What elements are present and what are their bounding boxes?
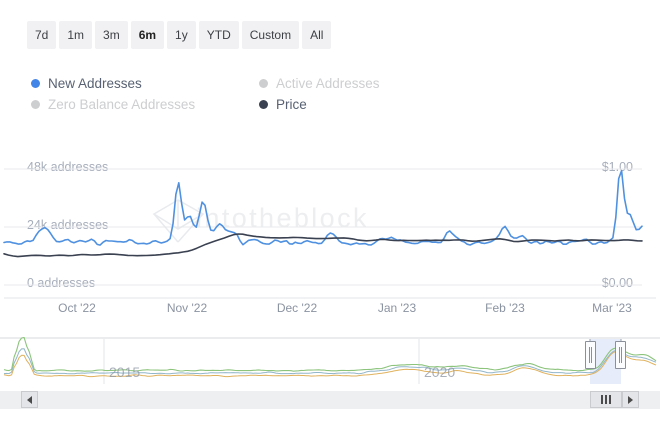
svg-text:intotheblock: intotheblock xyxy=(196,203,369,233)
